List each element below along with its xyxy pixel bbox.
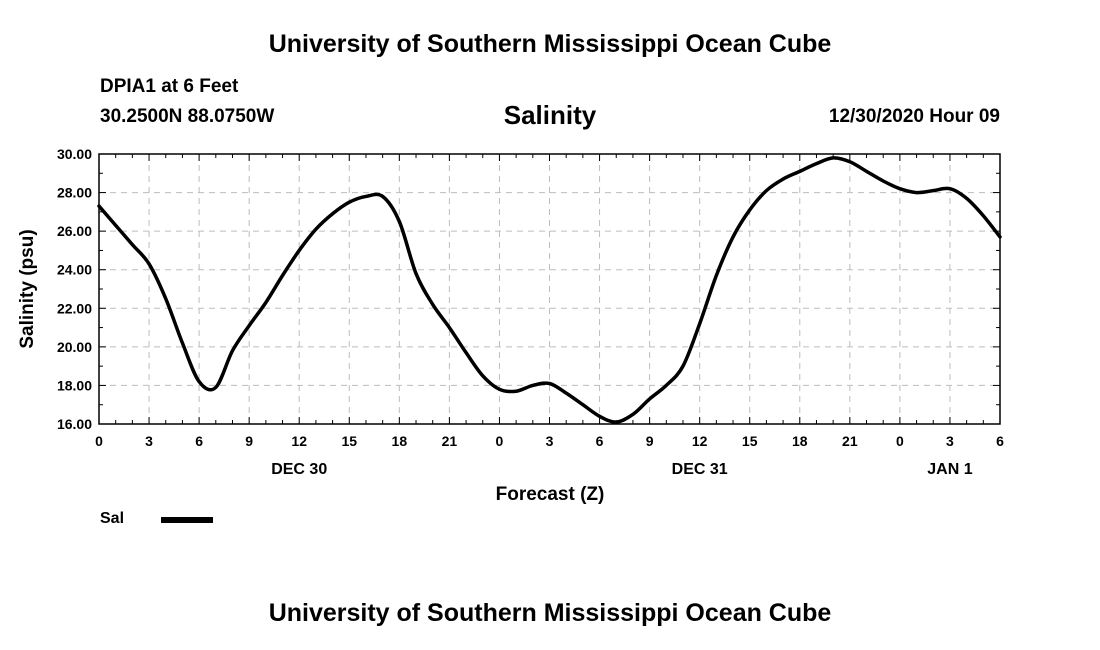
x-tick-label: 0 (95, 433, 103, 449)
date-label: DEC 31 (672, 461, 728, 478)
plot-frame (98, 153, 1001, 425)
forecast-timestamp: 12/30/2020 Hour 09 (828, 106, 1000, 127)
series-layer (97, 156, 1002, 424)
x-tick-label: 9 (245, 433, 253, 449)
tick-labels: 0 3 6 9 12 15 18 21 0 3 6 9 12 15 18 21 0 3 6 16.00 18.00 20.… (57, 146, 1004, 478)
station-label: DPIA1 at 6 Feet (100, 76, 239, 97)
x-tick-label: 9 (646, 433, 654, 449)
x-tick-label: 6 (596, 433, 604, 449)
chart-title: Salinity (503, 100, 597, 130)
y-tick-label: 20.00 (57, 339, 92, 355)
x-tick-label: 12 (692, 433, 708, 449)
x-tick-label: 0 (896, 433, 904, 449)
x-tick-label: 18 (792, 433, 808, 449)
date-label: JAN 1 (927, 461, 972, 478)
legend-label: Sal (100, 510, 125, 527)
x-tick-label: 6 (996, 433, 1004, 449)
y-tick-label: 28.00 (57, 185, 92, 201)
x-tick-label: 18 (392, 433, 408, 449)
x-tick-label: 12 (291, 433, 307, 449)
x-tick-label: 21 (842, 433, 858, 449)
x-tick-label: 0 (496, 433, 504, 449)
x-tick-label: 3 (946, 433, 954, 449)
x-tick-label: 3 (145, 433, 153, 449)
y-tick-label: 22.00 (57, 300, 92, 316)
grid-lines (99, 154, 1000, 424)
x-tick-label: 3 (546, 433, 554, 449)
footer-title: University of Southern Mississippi Ocean… (268, 599, 832, 627)
y-axis-label: Salinity (psu) (17, 229, 38, 348)
x-axis-label: Forecast (Z) (496, 484, 605, 505)
legend-swatch (161, 517, 213, 523)
y-tick-label: 18.00 (57, 377, 92, 393)
x-tick-label: 15 (341, 433, 357, 449)
y-tick-label: 24.00 (57, 262, 92, 278)
x-tick-label: 21 (442, 433, 458, 449)
series-line-sal (97, 156, 1002, 424)
x-tick-label: 15 (742, 433, 758, 449)
station-coordinates: 30.2500N 88.0750W (100, 106, 275, 127)
main-title: University of Southern Mississippi Ocean… (268, 30, 832, 58)
x-tick-label: 6 (195, 433, 203, 449)
y-tick-label: 16.00 (57, 416, 92, 432)
y-tick-label: 30.00 (57, 146, 92, 162)
y-tick-label: 26.00 (57, 223, 92, 239)
date-label: DEC 30 (271, 461, 327, 478)
